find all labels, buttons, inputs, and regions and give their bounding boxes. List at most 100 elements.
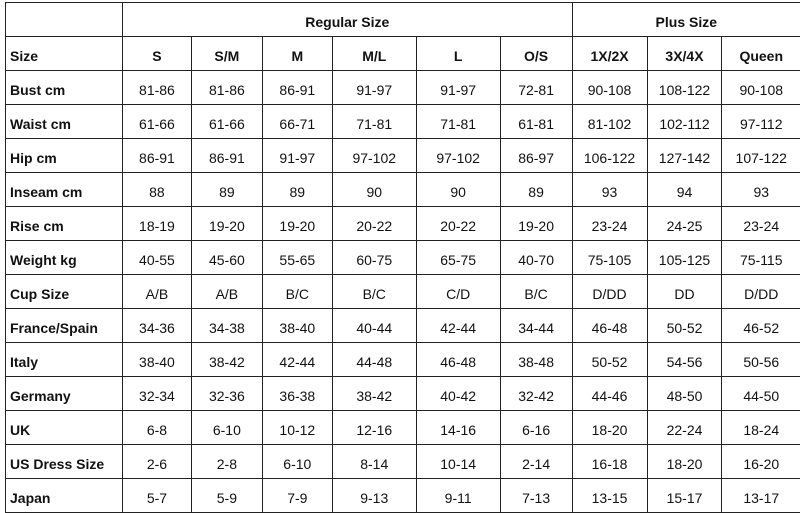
table-cell: 91-97 — [416, 71, 500, 105]
table-cell: 5-9 — [191, 479, 262, 513]
table-cell: 45-60 — [191, 241, 262, 275]
table-cell: 127-142 — [647, 139, 722, 173]
table-cell: 16-18 — [572, 445, 647, 479]
size-header-m: M — [262, 37, 332, 71]
table-cell: 90-108 — [722, 71, 800, 105]
table-cell: 42-44 — [262, 343, 332, 377]
table-cell: 6-16 — [500, 411, 572, 445]
table-cell: 55-65 — [262, 241, 332, 275]
table-cell: 20-22 — [332, 207, 416, 241]
table-cell: 18-19 — [122, 207, 191, 241]
table-cell: 8-14 — [332, 445, 416, 479]
table-cell: 9-13 — [332, 479, 416, 513]
table-cell: 40-70 — [500, 241, 572, 275]
table-cell: 6-10 — [191, 411, 262, 445]
group-plus-size: Plus Size — [572, 3, 800, 37]
table-cell: 90 — [332, 173, 416, 207]
table-cell: 38-48 — [500, 343, 572, 377]
table-cell: 94 — [647, 173, 722, 207]
table-cell: 60-75 — [332, 241, 416, 275]
table-cell: 61-66 — [122, 105, 191, 139]
table-cell: B/C — [262, 275, 332, 309]
table-cell: B/C — [332, 275, 416, 309]
table-cell: 6-8 — [122, 411, 191, 445]
table-cell: 81-86 — [191, 71, 262, 105]
table-cell: 50-56 — [722, 343, 800, 377]
table-cell: 86-91 — [191, 139, 262, 173]
table-cell: 54-56 — [647, 343, 722, 377]
size-header-queen: Queen — [722, 37, 800, 71]
table-cell: 46-48 — [416, 343, 500, 377]
table-cell: 32-34 — [122, 377, 191, 411]
table-cell: 91-97 — [262, 139, 332, 173]
table-cell: 106-122 — [572, 139, 647, 173]
row-label: Hip cm — [6, 139, 123, 173]
table-cell: 91-97 — [332, 71, 416, 105]
size-header-l: L — [416, 37, 500, 71]
table-cell: 88 — [122, 173, 191, 207]
table-cell: 40-44 — [332, 309, 416, 343]
table-cell: 38-42 — [332, 377, 416, 411]
table-cell: 7-13 — [500, 479, 572, 513]
size-header-o-s: O/S — [500, 37, 572, 71]
table-cell: 34-44 — [500, 309, 572, 343]
table-cell: 86-91 — [262, 71, 332, 105]
size-header-m-l: M/L — [332, 37, 416, 71]
table-cell: 13-17 — [722, 479, 800, 513]
table-cell: 97-112 — [722, 105, 800, 139]
table-cell: 93 — [572, 173, 647, 207]
table-cell: 71-81 — [332, 105, 416, 139]
table-cell: 9-11 — [416, 479, 500, 513]
row-label: Cup Size — [6, 275, 123, 309]
corner-cell — [6, 3, 123, 37]
table-cell: 38-40 — [122, 343, 191, 377]
table-cell: 89 — [500, 173, 572, 207]
table-cell: 108-122 — [647, 71, 722, 105]
table-cell: 7-9 — [262, 479, 332, 513]
table-cell: 97-102 — [416, 139, 500, 173]
table-cell: 97-102 — [332, 139, 416, 173]
table-cell: 71-81 — [416, 105, 500, 139]
table-cell: 19-20 — [500, 207, 572, 241]
row-label: UK — [6, 411, 123, 445]
table-cell: 12-16 — [332, 411, 416, 445]
table-cell: 75-105 — [572, 241, 647, 275]
table-cell: 19-20 — [262, 207, 332, 241]
table-cell: 18-24 — [722, 411, 800, 445]
table-cell: 65-75 — [416, 241, 500, 275]
table-cell: 38-40 — [262, 309, 332, 343]
table-cell: 24-25 — [647, 207, 722, 241]
table-cell: 61-81 — [500, 105, 572, 139]
table-cell: 14-16 — [416, 411, 500, 445]
row-label: US Dress Size — [6, 445, 123, 479]
table-cell: 89 — [262, 173, 332, 207]
row-label: Rise cm — [6, 207, 123, 241]
row-label: Germany — [6, 377, 123, 411]
size-label: Size — [6, 37, 123, 71]
row-label: Weight kg — [6, 241, 123, 275]
table-cell: 22-24 — [647, 411, 722, 445]
table-cell: 44-50 — [722, 377, 800, 411]
table-cell: 40-55 — [122, 241, 191, 275]
table-cell: A/B — [191, 275, 262, 309]
table-cell: 75-115 — [722, 241, 800, 275]
table-cell: 46-52 — [722, 309, 800, 343]
table-cell: 46-48 — [572, 309, 647, 343]
table-cell: 72-81 — [500, 71, 572, 105]
table-cell: 34-38 — [191, 309, 262, 343]
table-cell: 13-15 — [572, 479, 647, 513]
table-cell: 2-14 — [500, 445, 572, 479]
table-cell: 105-125 — [647, 241, 722, 275]
table-cell: 38-42 — [191, 343, 262, 377]
table-cell: 48-50 — [647, 377, 722, 411]
